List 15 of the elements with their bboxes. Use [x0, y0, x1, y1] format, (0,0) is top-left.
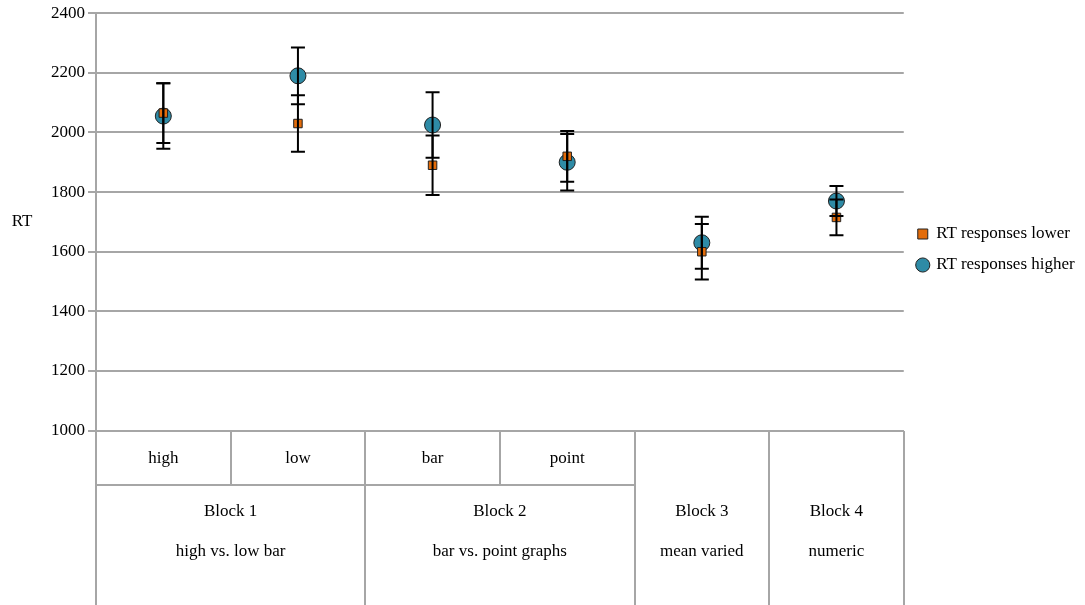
x-tick-label: high	[148, 448, 179, 468]
y-tick-label: 1000	[51, 420, 85, 440]
y-tick-label: 2200	[51, 62, 85, 82]
y-tick-label: 1200	[51, 360, 85, 380]
y-tick-label: 1600	[51, 241, 85, 261]
y-tick-label: 1800	[51, 181, 85, 201]
x-tick-label: bar	[421, 448, 444, 468]
y-axis-title: RT	[11, 211, 33, 231]
legend-label: RT responses lower	[936, 223, 1071, 243]
x-tick-label: low	[285, 448, 312, 468]
x-tick-label: point	[549, 448, 585, 468]
y-tick-label: 2400	[51, 2, 85, 22]
legend-label: RT responses higher	[936, 254, 1076, 274]
y-tick-label: 1400	[51, 300, 85, 320]
y-tick-label: 2000	[51, 121, 85, 141]
